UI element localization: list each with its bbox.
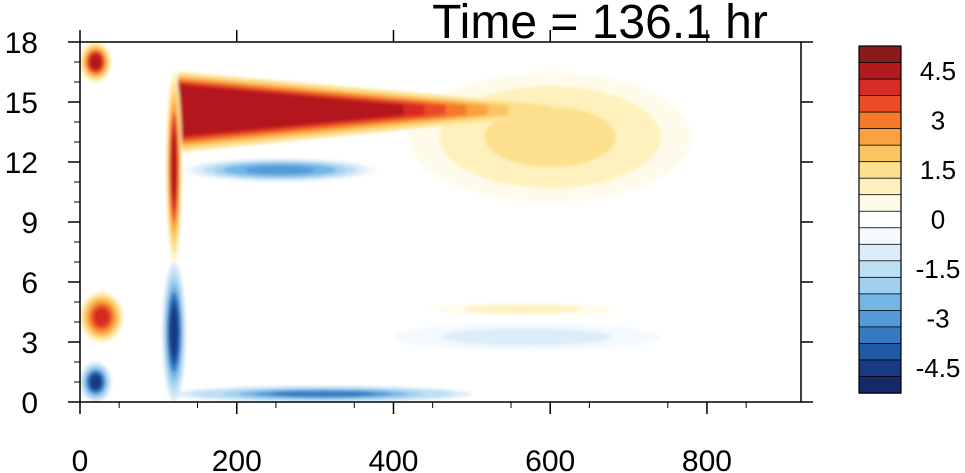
colorbar-swatch [858,161,902,179]
heatmap-contour [93,308,110,326]
y-tick-label: 18 [5,27,38,60]
colorbar-label: 1.5 [920,155,956,185]
x-tick-label: 0 [72,445,89,473]
heatmap-contour [485,306,561,312]
colorbar-swatch [858,45,902,64]
y-axis: 0 3 6 9 12 15 18 [5,27,813,420]
chart-title: Time = 136.1 hr [432,0,768,49]
heatmap-field [80,42,692,402]
colorbar-swatch [858,111,902,130]
colorbar-label: 4.5 [920,56,956,86]
y-tick-label: 6 [21,267,38,300]
colorbar-swatch [858,128,902,146]
colorbar-label: -3 [926,304,949,334]
colorbar-swatch [858,376,902,394]
colorbar-swatch [858,144,902,163]
heatmap-contour [90,54,102,70]
colorbar-label: 3 [931,105,945,135]
colorbar-swatch [858,227,902,245]
colorbar-swatch [858,276,902,295]
colorbar-swatch [858,309,902,328]
colorbar-swatch [858,343,902,361]
heatmap-contour [177,84,404,137]
x-tick-label: 400 [368,445,418,473]
colorbar-frame [858,45,902,394]
colorbar-swatch [858,177,902,196]
colorbar-swatch [858,243,902,262]
colorbar-label: -1.5 [916,254,961,284]
colorbar-swatch [858,293,902,312]
colorbar-swatch [858,95,902,113]
colorbar-swatch [858,78,902,97]
colorbar-label: 0 [931,205,945,235]
y-tick-label: 9 [21,207,38,240]
colorbar: 4.5 3 1.5 0 -1.5 -3 -4.5 [858,45,961,394]
heatmap-contour [269,391,377,397]
colorbar-swatch [858,359,902,378]
x-tick-label: 800 [682,445,732,473]
y-tick-label: 0 [21,387,38,420]
colorbar-swatch [858,260,902,279]
colorbar-swatch [858,326,902,345]
heatmap-contour [171,133,177,201]
colorbar-label: -4.5 [916,353,961,383]
x-tick-label: 600 [525,445,575,473]
x-tick-label: 200 [212,445,262,473]
colorbar-swatch [858,194,902,212]
heatmap-contour [473,331,580,343]
heatmap-contour [499,113,601,161]
colorbar-swatch [858,62,902,80]
x-axis: 0 200 400 600 800 [72,30,747,473]
heatmap-contour [169,307,179,357]
y-tick-label: 12 [5,147,38,180]
y-tick-label: 15 [5,87,38,120]
heatmap-contour [244,165,315,175]
heatmap-contour [90,374,102,390]
colorbar-swatch [858,210,902,229]
y-tick-label: 3 [21,327,38,360]
